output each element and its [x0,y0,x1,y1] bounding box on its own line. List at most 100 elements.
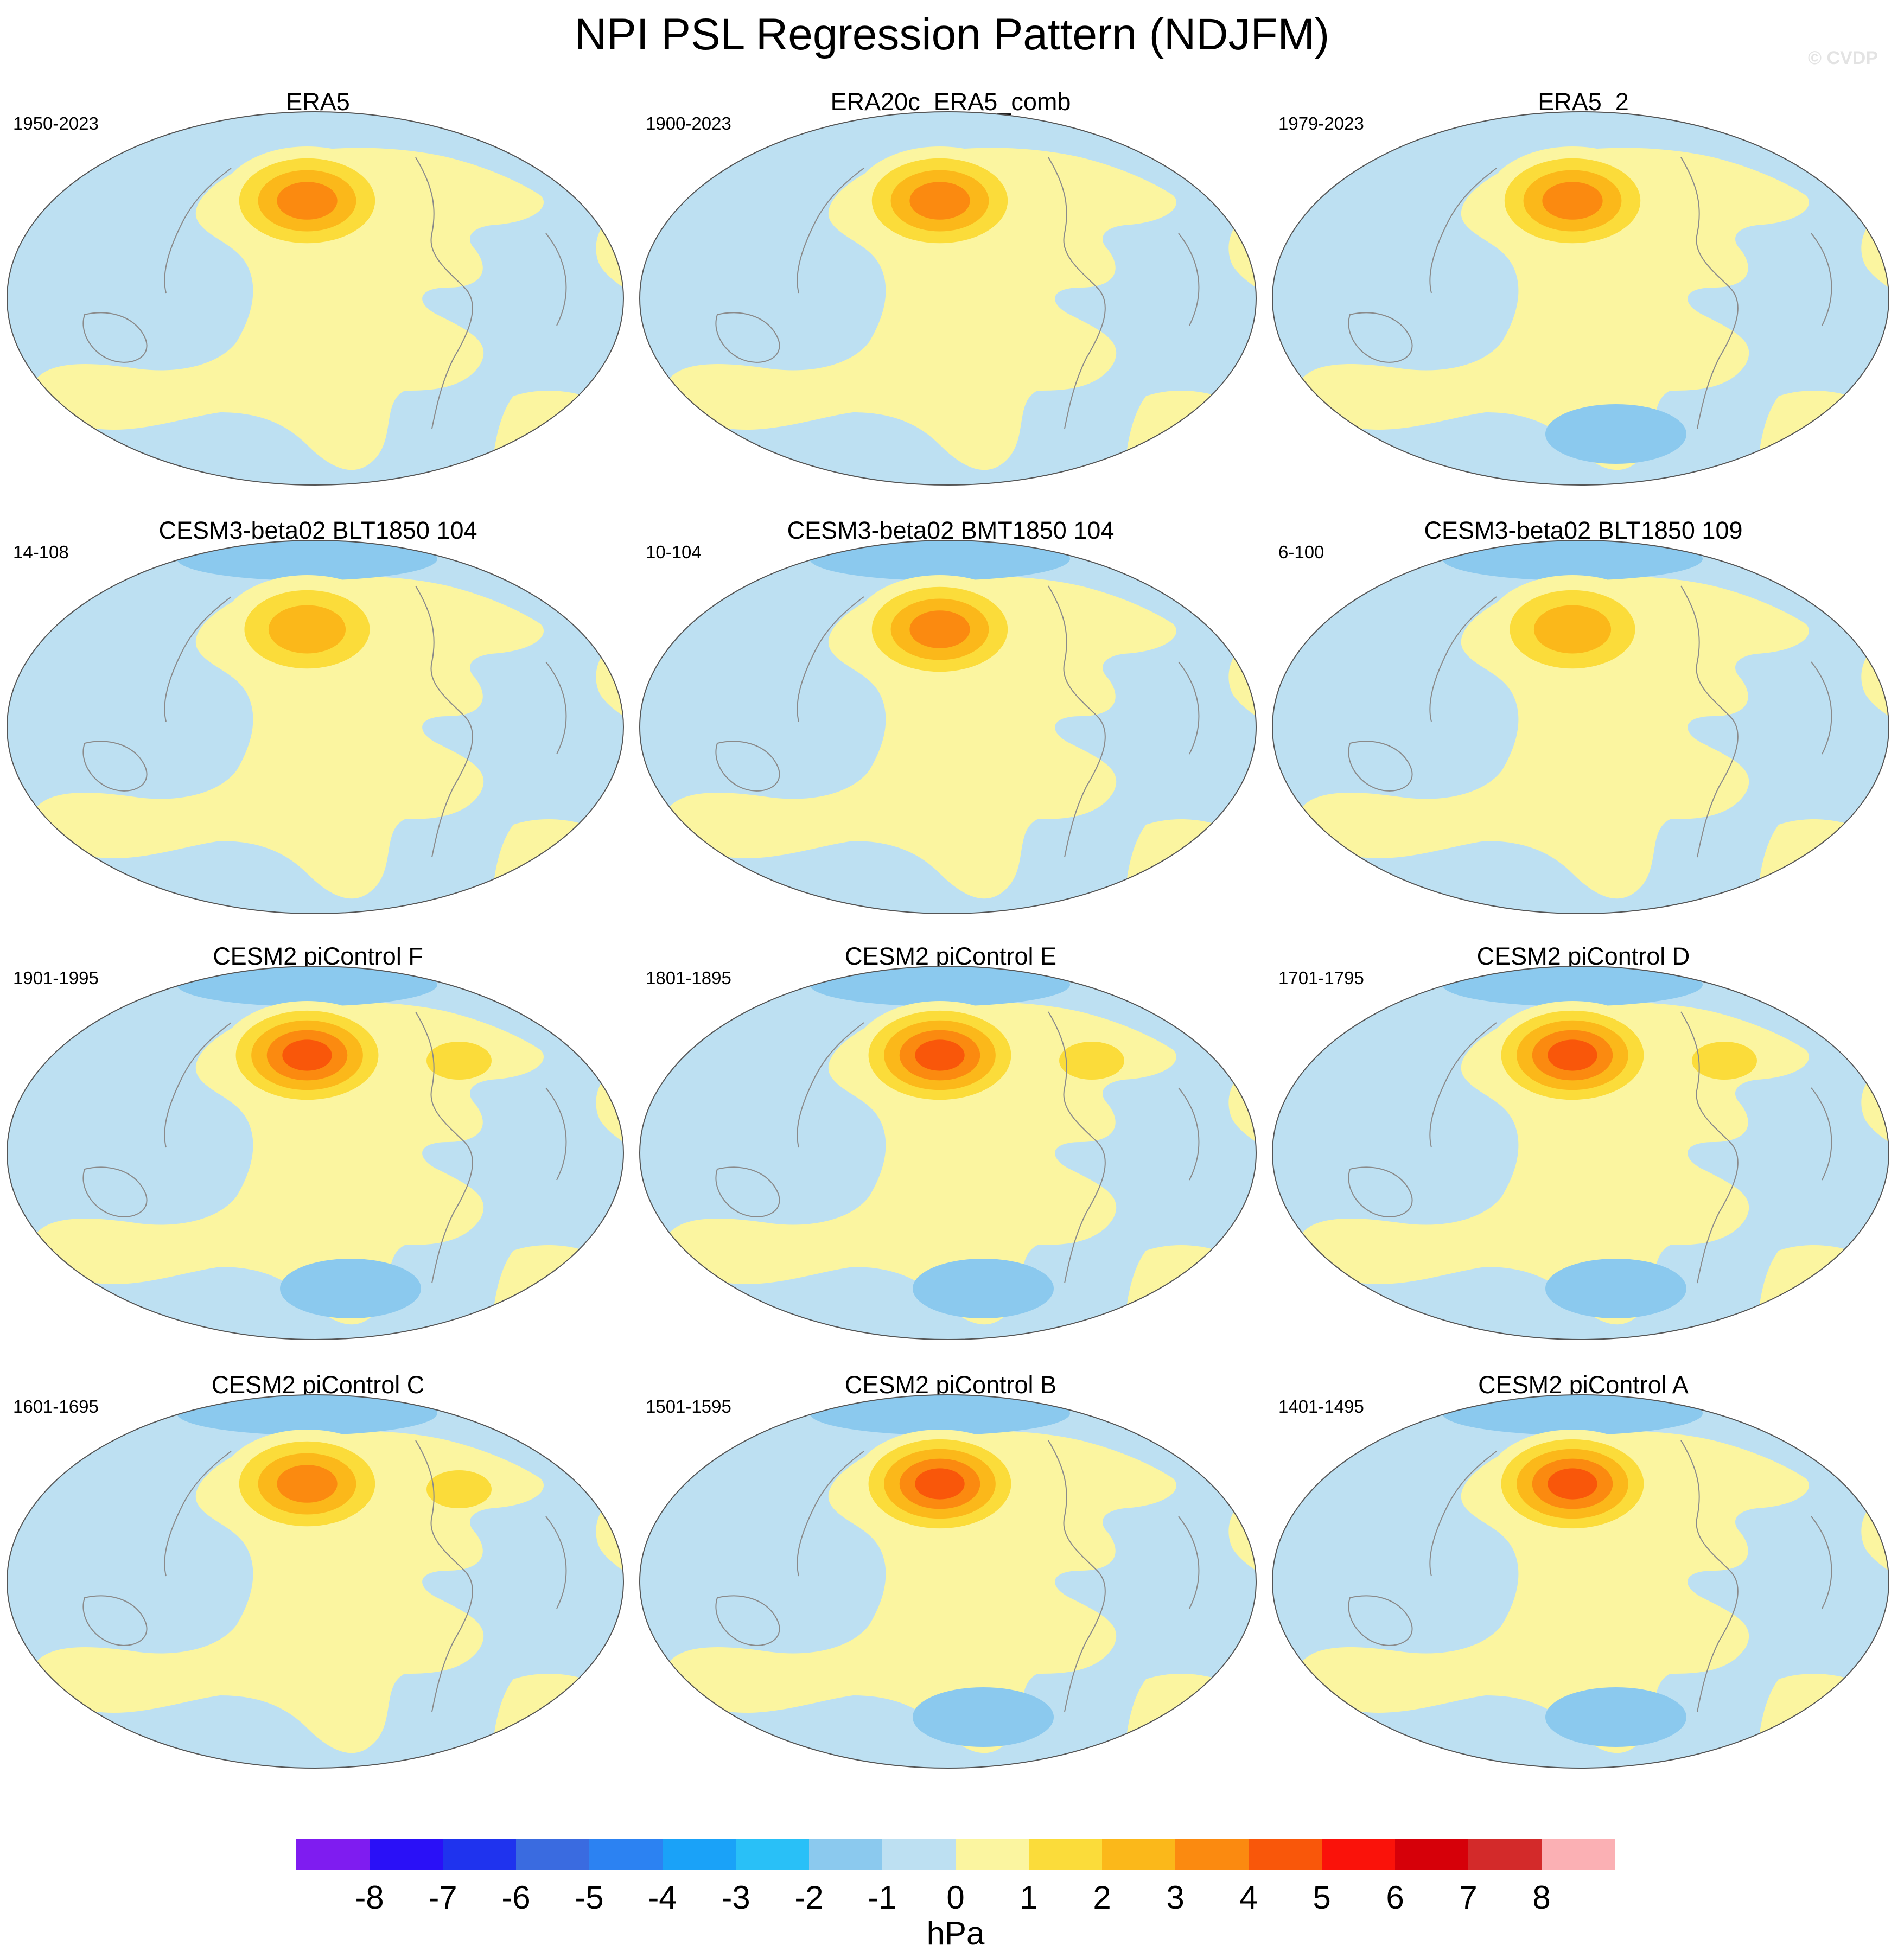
coastline [797,596,864,722]
coastline [1429,1451,1497,1577]
regression-map [1272,540,1889,914]
npac-contour [1548,1468,1597,1500]
coastline [1429,168,1497,294]
colorbar-tick-label: 3 [1166,1879,1184,1916]
coastline [1680,585,1739,858]
coastline [715,1166,780,1217]
arctic-low [177,1395,437,1435]
npac-contour [909,182,970,220]
figure-title: NPI PSL Regression Pattern (NDJFM) [574,10,1330,59]
panel-period: 14-108 [13,542,69,562]
panel-title: ERA20c_ERA5_comb [830,88,1071,116]
north-atlantic-high [426,1042,492,1080]
npac-contour [915,1039,965,1071]
arctic-low [177,966,437,1006]
map-panel: CESM2 piControl A 1401-1495 [1269,1370,1898,1798]
colorbar-tick-label: 4 [1239,1879,1257,1916]
coastline [1811,661,1832,755]
positive-region [1298,1431,1809,1753]
colorbar-tick-label: -8 [355,1879,384,1916]
positive-region [33,1431,544,1753]
colorbar-tick-label: 5 [1313,1879,1330,1916]
map-panel: CESM2 piControl E 1801-1895 [636,941,1265,1370]
colorbar-swatch [809,1839,882,1870]
arctic-low [810,1395,1070,1435]
coastline [715,1595,780,1646]
panel-period: 1401-1495 [1278,1396,1364,1417]
colorbar-tick-label: -2 [794,1879,823,1916]
coastline [545,661,567,755]
panel-title: CESM2 piControl E [844,942,1057,970]
coastline [164,168,232,294]
colorbar-tick-label: -6 [501,1879,530,1916]
panel-title: CESM2 piControl F [213,942,423,970]
colorbar-swatch [736,1839,809,1870]
positive-region [33,148,544,470]
regression-map [7,111,624,486]
positive-region [666,1002,1176,1325]
npac-contour [1548,1039,1597,1071]
south-pacific-low [1545,1259,1686,1318]
colorbar-tick-label: 0 [946,1879,964,1916]
north-atlantic-high [1059,1042,1124,1080]
coastline [1048,157,1106,429]
south-pacific-low [1545,404,1686,464]
panel-title: ERA5_2 [1538,88,1629,116]
colorbar-swatch [956,1839,1029,1870]
coastline [1178,661,1200,755]
positive-region [666,1431,1176,1753]
regression-map [7,966,624,1340]
coastline [82,1166,148,1217]
coastline [1178,1087,1200,1181]
coastline [1348,312,1413,363]
colorbar-swatch [1542,1839,1615,1870]
npac-contour [277,1465,338,1503]
south-pacific-low [280,1259,421,1318]
colorbar-tick-label: -1 [868,1879,896,1916]
positive-region [666,576,1176,899]
positive-region [1298,148,1809,470]
coastline [415,157,473,429]
panel-title: ERA5 [286,88,350,116]
colorbar-swatch [296,1839,370,1870]
coastline [715,312,780,363]
coastline [1680,1440,1739,1712]
colorbar-swatch [1468,1839,1542,1870]
colorbar-tick-label: 8 [1532,1879,1550,1916]
coastline [545,233,567,326]
map-panel: CESM2 piControl C 1601-1695 [3,1370,633,1798]
npac-contour [268,605,346,654]
regression-map [639,540,1257,914]
map-border [639,966,1257,1340]
map-border [1272,966,1889,1340]
coastline [1048,585,1106,858]
arctic-low [1442,540,1703,581]
cvdp-watermark: © CVDP [1808,48,1878,68]
panel-title: CESM3-beta02 BLT1850 104 [158,516,477,544]
coastline [82,1595,148,1646]
arctic-low [177,540,437,581]
coastline [415,1440,473,1712]
map-border [7,540,624,914]
south-pacific-low [913,1687,1054,1747]
positive-region [1298,1002,1809,1325]
map-panel: ERA20c_ERA5_comb 1900-2023 [636,87,1265,515]
panel-title: CESM2 piControl B [844,1371,1057,1399]
regression-map [7,1394,624,1769]
north-atlantic-high [1692,1042,1757,1080]
coastline [164,596,232,722]
npac-contour [282,1039,332,1071]
panel-period: 1900-2023 [646,113,731,133]
map-border [639,111,1257,486]
coastline [1811,1087,1832,1181]
coastline [797,1022,864,1148]
arctic-low [810,966,1070,1006]
coastline [1811,1516,1832,1609]
coastline [1680,1011,1739,1284]
coastline [1178,1516,1200,1609]
map-border [639,540,1257,914]
arctic-low [1442,1395,1703,1435]
map-panel: CESM2 piControl F 1901-1995 [3,941,633,1370]
